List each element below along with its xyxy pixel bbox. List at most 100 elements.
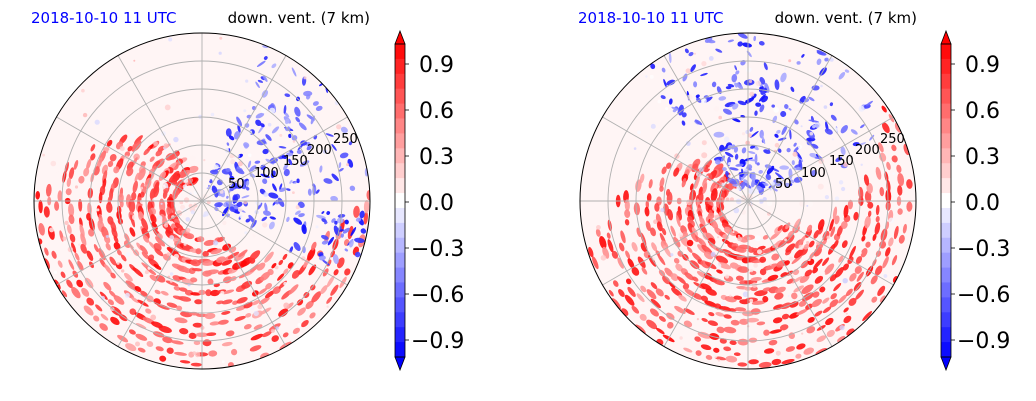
polar-frame <box>579 32 917 370</box>
field-cell-positive <box>845 288 853 297</box>
field-cell-positive <box>798 234 807 246</box>
field-cell-positive <box>633 202 641 216</box>
field-cell-weak <box>717 359 721 362</box>
colorbar-segment <box>395 148 405 164</box>
field-cell-negative <box>755 102 762 107</box>
field-cell-positive <box>107 160 114 168</box>
field-cell-positive <box>648 179 653 189</box>
field-cell-positive <box>132 180 138 193</box>
field-cell-weak <box>741 132 746 136</box>
field-cell-negative <box>246 180 250 187</box>
grid-spoke <box>663 55 749 202</box>
field-cell-negative <box>734 65 738 71</box>
field-cell-positive <box>190 362 202 367</box>
field-cell-positive <box>705 354 713 360</box>
field-cell-weak <box>283 281 288 286</box>
field-cell-weak <box>773 107 779 113</box>
field-cell-positive <box>113 166 120 174</box>
field-cell-negative <box>788 168 793 180</box>
field-cell-negative <box>210 169 219 175</box>
field-cell-positive <box>132 267 144 277</box>
field-cell-weak <box>806 241 810 245</box>
field-cell-negative <box>286 216 290 223</box>
field-cell-weak <box>249 289 254 293</box>
field-cell-positive <box>759 256 767 263</box>
field-cell-positive <box>725 355 738 363</box>
field-cell-negative <box>695 94 700 98</box>
field-cell-positive <box>250 333 264 341</box>
field-cell-positive <box>795 353 802 359</box>
field-cell-positive <box>838 255 844 263</box>
field-cell-positive <box>99 323 108 331</box>
field-cell-weak <box>169 279 173 283</box>
field-cell-negative <box>294 210 301 215</box>
field-cell-negative <box>260 123 265 128</box>
field-cell-negative <box>731 117 741 123</box>
field-cell-negative <box>324 221 328 225</box>
field-cell-weak <box>737 236 742 242</box>
field-cell-positive <box>822 306 832 314</box>
field-cell-positive <box>812 291 820 298</box>
colorbar-segment <box>941 282 951 298</box>
field-cell-positive <box>774 292 784 300</box>
field-cell-negative <box>773 188 778 192</box>
field-cell-positive <box>140 290 148 297</box>
field-cell-positive <box>363 211 368 225</box>
field-cell-positive <box>238 249 248 258</box>
field-cell-positive <box>824 263 835 275</box>
field-cell-positive <box>806 224 813 233</box>
field-cell-negative <box>235 168 245 175</box>
field-cell-positive <box>106 202 113 213</box>
grid-spoke <box>56 116 203 202</box>
field-cell-positive <box>891 155 898 163</box>
field-cell-weak <box>180 204 186 210</box>
field-cell-positive <box>796 308 808 316</box>
field-cell-positive <box>781 313 790 320</box>
field-cell-positive <box>617 257 624 269</box>
field-cell-negative <box>776 129 781 134</box>
field-cell-weak <box>729 197 735 202</box>
radial-tick-labels: 50 100 150 200 250 <box>228 132 358 192</box>
field-cell-positive <box>134 172 140 182</box>
field-cell-negative <box>321 218 327 223</box>
field-cell-positive <box>843 204 849 218</box>
field-cell-negative <box>784 182 790 188</box>
field-cell-positive <box>639 313 647 321</box>
field-cell-positive <box>190 277 198 283</box>
field-cell-negative <box>756 185 762 191</box>
field-cell-positive <box>669 282 676 289</box>
field-cell-positive <box>271 335 279 342</box>
colorbar-tick-labels: 0.9 0.6 0.3 0.0 −0.3 −0.6 −0.9 <box>411 53 464 354</box>
field-cell-negative <box>283 163 289 171</box>
field-cell-positive <box>627 258 635 269</box>
field-cell-positive <box>729 340 737 346</box>
colorbar-tick-label: 0.3 <box>965 145 1000 170</box>
field-cell-positive <box>76 279 84 288</box>
field-cell-weak <box>707 282 711 286</box>
field-cell-positive <box>73 159 79 170</box>
field-cell-positive <box>292 327 300 335</box>
field-cell-positive <box>870 275 878 285</box>
field-cell-negative <box>305 141 311 147</box>
title-right-variable: down. vent. (7 km) <box>775 9 917 27</box>
field-cell-positive <box>66 279 73 289</box>
field-cell-weak <box>269 107 276 114</box>
field-cell-weak <box>778 135 782 139</box>
colorbar-segment <box>395 297 405 313</box>
radial-tick-label-200: 200 <box>307 143 332 158</box>
field-cell-positive <box>803 347 815 355</box>
field-cell-positive <box>723 326 737 334</box>
field-cell-weak <box>279 133 283 137</box>
field-cell-positive <box>625 250 631 259</box>
field-cell-negative <box>270 170 276 179</box>
field-cell-negative <box>348 141 353 146</box>
colorbar-tick-label: −0.6 <box>957 283 1010 308</box>
field-cell-positive <box>842 263 849 271</box>
field-cell-positive <box>829 299 839 308</box>
field-cell-negative <box>289 246 294 253</box>
field-cell-positive <box>129 227 136 237</box>
field-cell-positive <box>111 227 118 239</box>
field-cell-weak <box>756 354 760 358</box>
field-cell-positive <box>771 253 780 261</box>
field-cell-weak <box>714 214 720 220</box>
